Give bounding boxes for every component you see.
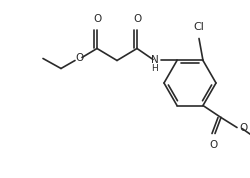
Text: O: O <box>93 14 101 25</box>
Text: O: O <box>210 140 218 150</box>
Text: O: O <box>75 53 83 64</box>
Text: H: H <box>152 64 158 74</box>
Text: O: O <box>133 14 141 25</box>
Text: N: N <box>151 56 159 66</box>
Text: O: O <box>239 122 247 132</box>
Text: Cl: Cl <box>194 22 204 32</box>
